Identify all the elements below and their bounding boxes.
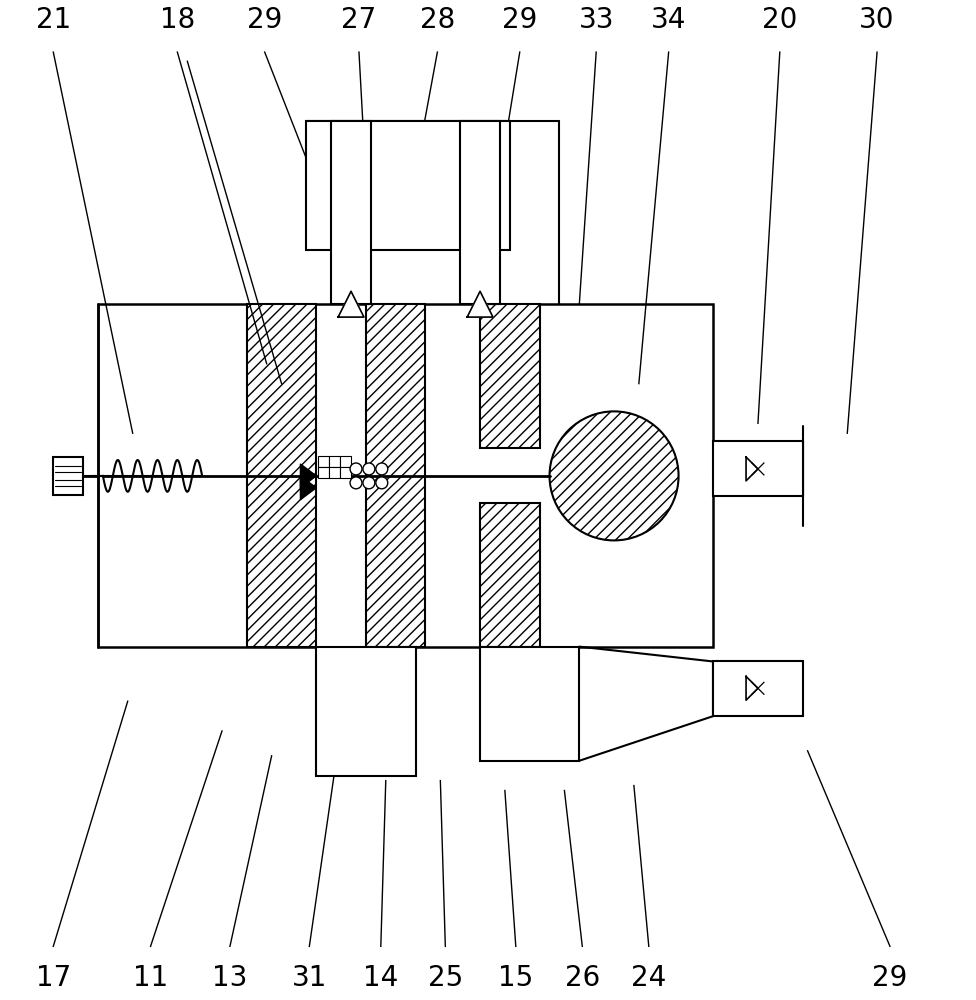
Circle shape xyxy=(363,477,375,489)
Text: 31: 31 xyxy=(292,964,327,992)
Text: 29: 29 xyxy=(873,964,908,992)
Text: 34: 34 xyxy=(651,6,686,34)
Text: 25: 25 xyxy=(427,964,463,992)
Bar xyxy=(713,661,802,716)
Polygon shape xyxy=(746,457,758,481)
Bar xyxy=(98,304,713,647)
Bar xyxy=(331,121,371,304)
Text: 24: 24 xyxy=(631,964,667,992)
Bar xyxy=(318,456,329,467)
Bar xyxy=(713,441,802,496)
Bar xyxy=(247,304,316,647)
Polygon shape xyxy=(301,464,316,488)
Bar xyxy=(306,121,509,250)
Text: 29: 29 xyxy=(247,6,282,34)
Text: 21: 21 xyxy=(36,6,71,34)
Bar xyxy=(329,456,340,467)
Bar xyxy=(54,457,83,495)
Bar xyxy=(340,467,351,478)
Bar xyxy=(340,456,351,467)
Text: 14: 14 xyxy=(363,964,398,992)
Text: 13: 13 xyxy=(212,964,248,992)
Circle shape xyxy=(350,477,362,489)
Bar xyxy=(316,647,416,776)
Polygon shape xyxy=(338,291,364,317)
Circle shape xyxy=(363,463,375,475)
Polygon shape xyxy=(746,676,758,700)
Text: 15: 15 xyxy=(498,964,534,992)
Bar xyxy=(480,503,540,647)
Text: 28: 28 xyxy=(420,6,455,34)
Text: 26: 26 xyxy=(565,964,600,992)
Bar xyxy=(480,647,580,761)
Bar xyxy=(329,467,340,478)
Circle shape xyxy=(376,477,387,489)
Circle shape xyxy=(350,463,362,475)
Text: 17: 17 xyxy=(36,964,71,992)
Text: 30: 30 xyxy=(859,6,895,34)
Polygon shape xyxy=(301,476,316,500)
Text: 27: 27 xyxy=(342,6,377,34)
Text: 20: 20 xyxy=(762,6,797,34)
Text: 11: 11 xyxy=(133,964,168,992)
Circle shape xyxy=(376,463,387,475)
Circle shape xyxy=(549,411,678,540)
Text: 33: 33 xyxy=(579,6,614,34)
Bar xyxy=(461,121,500,304)
Polygon shape xyxy=(468,291,493,317)
Bar xyxy=(366,304,426,647)
Text: 29: 29 xyxy=(502,6,538,34)
Bar xyxy=(318,467,329,478)
Text: 18: 18 xyxy=(160,6,195,34)
Bar xyxy=(480,304,540,448)
